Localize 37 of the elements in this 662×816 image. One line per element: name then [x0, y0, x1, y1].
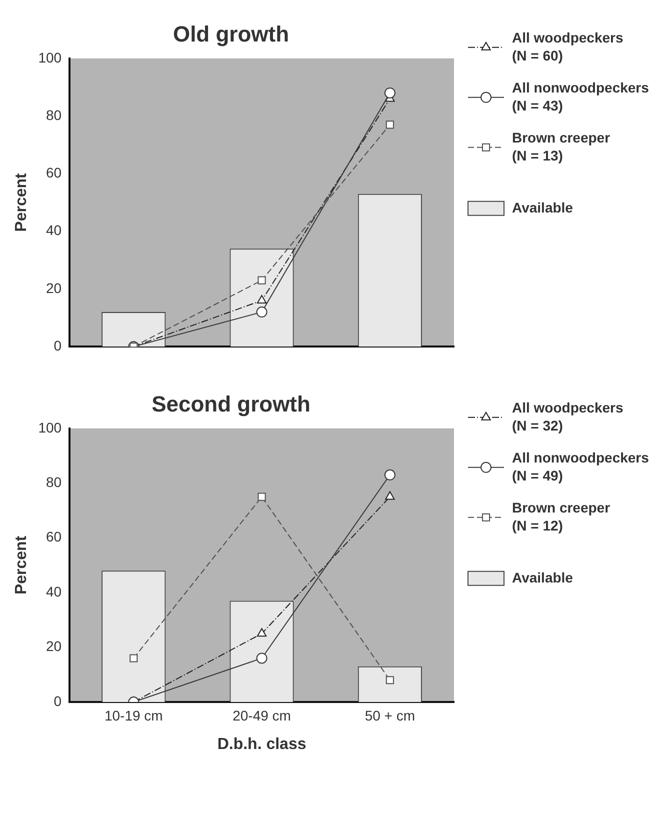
point [130, 654, 138, 662]
legend-label: All nonwoodpeckers (N = 49) [512, 449, 650, 484]
legend-label: All nonwoodpeckers (N = 43) [512, 79, 650, 114]
x-tick-label: 10-19 cm [104, 707, 163, 724]
y-tick-label: 20 [46, 638, 62, 654]
point [384, 87, 396, 98]
y-tick-label: 100 [38, 49, 62, 66]
y-tick-label: 20 [46, 280, 62, 296]
y-tick-label: 40 [46, 583, 62, 600]
point [386, 676, 394, 684]
x-tick-label: 20-49 cm [232, 707, 291, 724]
point [386, 120, 394, 129]
legend-label: Available [512, 569, 574, 586]
x-tick-label: 50 + cm [364, 707, 416, 724]
y-tick-label: 0 [54, 692, 62, 709]
legend-label: Brown creeper (N = 12) [512, 499, 611, 534]
y-tick-label: 60 [46, 528, 62, 545]
point [258, 276, 266, 284]
y-tick-label: 40 [46, 222, 62, 238]
legend-label: All woodpeckers (N = 32) [512, 399, 624, 434]
point [384, 469, 396, 480]
y-tick-label: 80 [46, 106, 62, 123]
chart-title: Old growth [172, 21, 290, 46]
y-tick-label: 100 [38, 419, 62, 436]
y-axis-title: Percent [13, 535, 30, 595]
y-axis-title: Percent [13, 172, 30, 232]
legend-label: Brown creeper (N = 13) [512, 129, 611, 164]
legend-label: Available [512, 199, 574, 216]
chart-title: Second growth [152, 391, 310, 416]
y-tick-label: 80 [46, 474, 62, 490]
legend-label: All woodpeckers (N = 60) [512, 29, 624, 64]
point [258, 492, 266, 501]
x-axis-title: D.b.h. class [217, 736, 306, 753]
y-tick-label: 0 [54, 337, 62, 354]
point [256, 294, 267, 304]
point [256, 652, 268, 664]
y-tick-label: 60 [46, 164, 62, 181]
